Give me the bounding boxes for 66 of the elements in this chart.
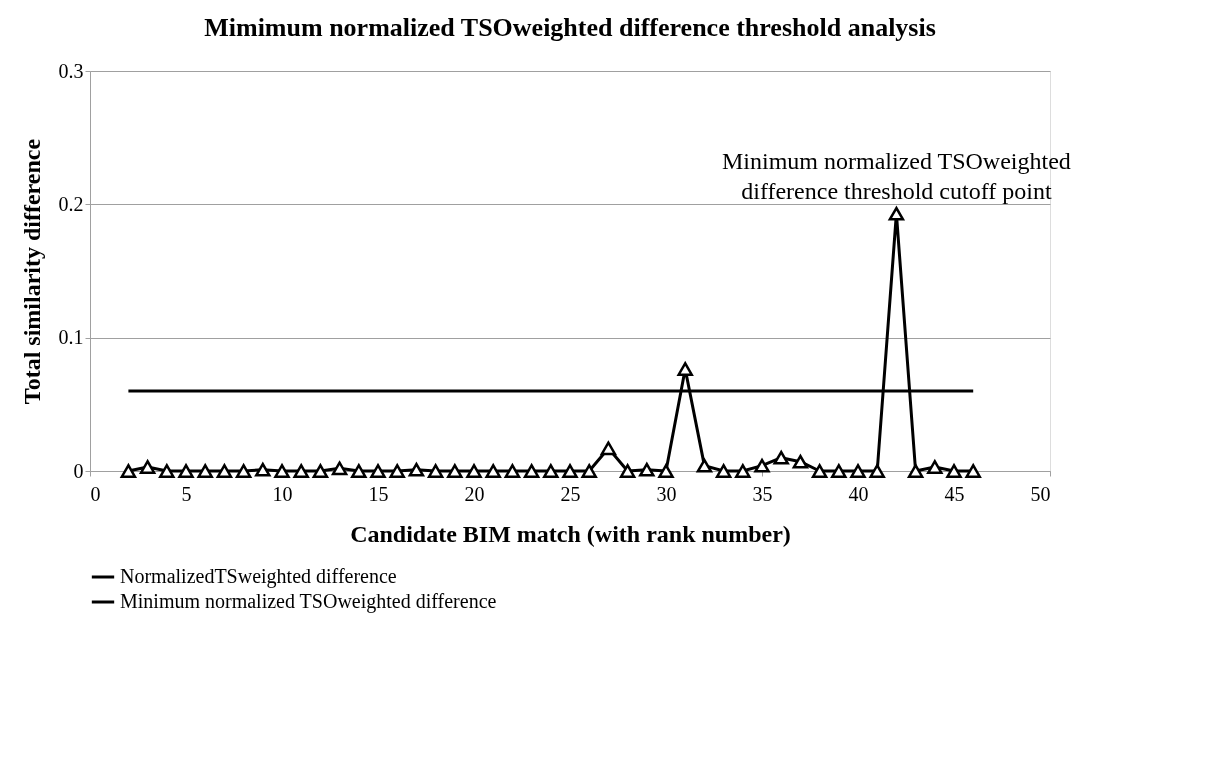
point xyxy=(447,464,463,478)
point xyxy=(927,460,943,474)
point xyxy=(197,464,213,478)
point xyxy=(312,464,329,478)
point xyxy=(581,464,597,478)
point xyxy=(543,464,559,478)
point xyxy=(389,464,405,478)
point xyxy=(811,464,828,478)
point xyxy=(293,464,309,478)
point xyxy=(216,464,233,478)
point xyxy=(888,206,905,221)
y-tick-label: 0.1 xyxy=(58,326,84,349)
point xyxy=(600,441,617,456)
point xyxy=(139,460,156,474)
point xyxy=(715,464,732,478)
point xyxy=(773,450,789,465)
annotation: Minimum normalized TSOweighted difference threshold cutoff point xyxy=(721,147,1071,204)
point xyxy=(658,464,674,478)
legend-label: NormalizedTSweighted difference xyxy=(120,565,397,588)
point xyxy=(831,464,847,478)
x-tick-label: 30 xyxy=(656,482,677,505)
point xyxy=(946,464,962,478)
y-axis-title: Total similarity difference xyxy=(18,138,45,405)
point xyxy=(351,464,367,478)
x-tick-label: 10 xyxy=(272,482,293,505)
x-tick-label: 50 xyxy=(1030,482,1051,505)
x-axis-title: Candidate BIM match (with rank number) xyxy=(350,520,791,547)
x-tick-label: 25 xyxy=(560,482,581,505)
point xyxy=(619,464,636,478)
x-tick-label: 45 xyxy=(944,482,965,505)
x-tick-label: 0 xyxy=(90,482,101,505)
x-tick-label: 40 xyxy=(848,482,869,505)
point xyxy=(274,464,290,478)
point xyxy=(370,464,386,478)
point xyxy=(485,464,501,478)
point xyxy=(120,464,137,478)
x-tick-label: 35 xyxy=(752,482,773,505)
y-tick-label: 0 xyxy=(73,459,84,482)
y-tick-label: 0.2 xyxy=(58,192,84,215)
point xyxy=(523,464,540,478)
point xyxy=(677,362,693,376)
chart-title: Mimimum normalized TSOweighted difference threshold analysis xyxy=(204,13,936,42)
point xyxy=(965,464,981,478)
point xyxy=(639,462,655,477)
point xyxy=(735,464,751,478)
point xyxy=(504,464,521,478)
point xyxy=(255,462,271,477)
point xyxy=(178,464,194,478)
point xyxy=(427,464,444,478)
point xyxy=(907,464,924,478)
point xyxy=(331,461,348,476)
y-tick-label: 0.3 xyxy=(58,59,84,82)
x-tick-label: 5 xyxy=(181,482,192,505)
point xyxy=(696,458,713,473)
point xyxy=(466,464,482,478)
point xyxy=(562,464,578,478)
point xyxy=(850,464,866,478)
legend-label: Minimum normalized TSOweighted difference xyxy=(120,590,497,613)
point xyxy=(159,464,175,478)
point xyxy=(792,454,809,469)
point xyxy=(408,462,425,477)
point xyxy=(235,464,252,478)
point xyxy=(869,464,885,478)
x-tick-label: 20 xyxy=(464,482,485,505)
point xyxy=(754,458,770,473)
x-tick-label: 15 xyxy=(368,482,389,505)
